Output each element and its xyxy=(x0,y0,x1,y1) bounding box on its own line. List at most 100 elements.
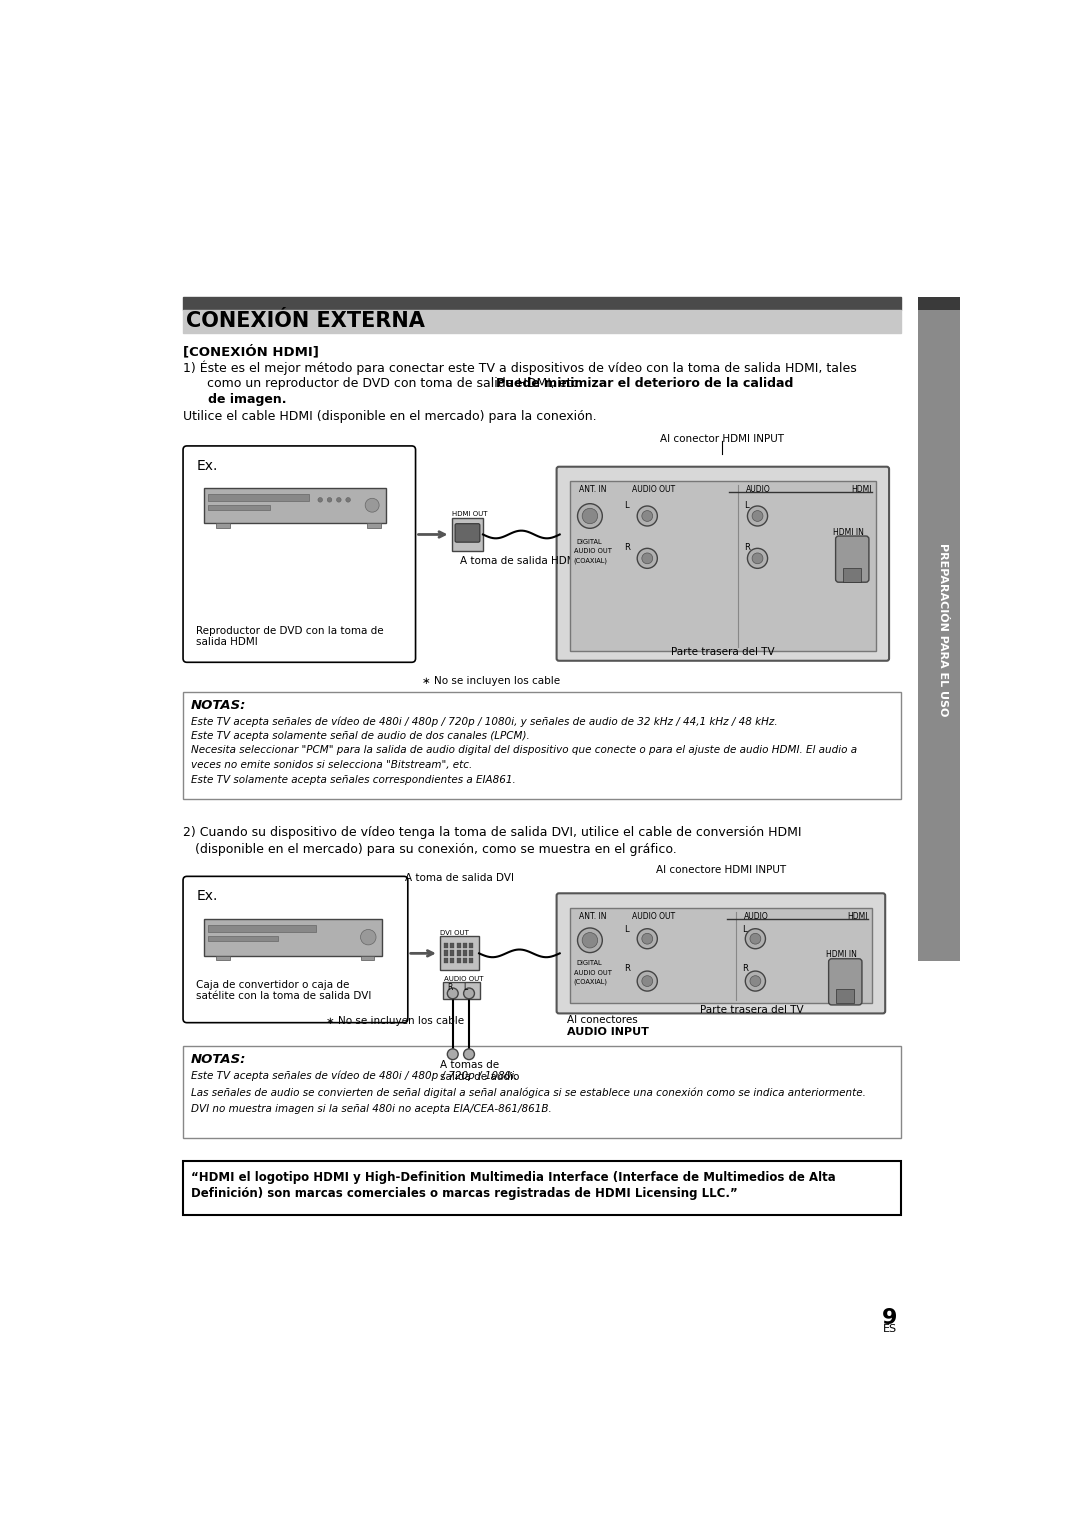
Text: HDMI: HDMI xyxy=(851,486,872,494)
Text: L: L xyxy=(463,984,467,992)
Bar xyxy=(204,918,382,955)
Circle shape xyxy=(752,510,762,521)
Circle shape xyxy=(637,506,658,526)
Circle shape xyxy=(642,510,652,521)
FancyBboxPatch shape xyxy=(556,466,889,660)
Text: 2) Cuando su dispositivo de vídeo tenga la toma de salida DVI, utilice el cable : 2) Cuando su dispositivo de vídeo tenga … xyxy=(183,827,801,839)
Bar xyxy=(204,489,387,523)
Text: “HDMI el logotipo HDMI y High-Definition Multimedia Interface (Interface de Mult: “HDMI el logotipo HDMI y High-Definition… xyxy=(191,1170,836,1184)
Text: (disponible en el mercado) para su conexión, como se muestra en el gráfico.: (disponible en el mercado) para su conex… xyxy=(183,843,677,856)
Text: (COAXIAL): (COAXIAL) xyxy=(573,558,608,564)
Circle shape xyxy=(637,929,658,949)
Bar xyxy=(443,983,480,999)
Circle shape xyxy=(747,549,768,568)
Text: AUDIO: AUDIO xyxy=(744,912,769,921)
Circle shape xyxy=(447,989,458,999)
Bar xyxy=(918,298,960,310)
Circle shape xyxy=(642,934,652,944)
Text: Utilice el cable HDMI (disponible en el mercado) para la conexión.: Utilice el cable HDMI (disponible en el … xyxy=(183,410,596,423)
Text: Este TV acepta señales de vídeo de 480i / 480p / 720p / 1080i.: Este TV acepta señales de vídeo de 480i … xyxy=(191,1071,517,1080)
Text: ANT. IN: ANT. IN xyxy=(579,912,607,921)
Text: AUDIO: AUDIO xyxy=(746,486,771,494)
Bar xyxy=(207,495,309,501)
Text: Este TV solamente acepta señales correspondientes a EIA861.: Este TV solamente acepta señales corresp… xyxy=(191,775,515,785)
Text: Este TV acepta señales de vídeo de 480i / 480p / 720p / 1080i, y señales de audi: Este TV acepta señales de vídeo de 480i … xyxy=(191,717,778,727)
Text: veces no emite sonidos si selecciona "Bitstream", etc.: veces no emite sonidos si selecciona "Bi… xyxy=(191,759,472,770)
Circle shape xyxy=(747,506,768,526)
Bar xyxy=(457,958,460,963)
Circle shape xyxy=(447,1048,458,1059)
Text: de imagen.: de imagen. xyxy=(195,393,287,406)
Text: ES: ES xyxy=(882,1325,896,1334)
Text: satélite con la toma de salida DVI: satélite con la toma de salida DVI xyxy=(197,992,372,1001)
Bar xyxy=(361,955,375,960)
Text: DVI no muestra imagen si la señal 480i no acepta EIA/CEA-861/861B.: DVI no muestra imagen si la señal 480i n… xyxy=(191,1105,552,1114)
Bar xyxy=(451,518,483,552)
Text: AUDIO OUT: AUDIO OUT xyxy=(444,976,484,981)
Circle shape xyxy=(582,932,597,947)
Bar xyxy=(570,908,872,1004)
Text: HDMI OUT: HDMI OUT xyxy=(451,512,487,518)
Text: L: L xyxy=(744,501,748,510)
Circle shape xyxy=(463,1048,474,1059)
Text: AUDIO OUT: AUDIO OUT xyxy=(573,970,611,975)
Bar xyxy=(207,924,316,932)
Text: R: R xyxy=(742,964,748,973)
Circle shape xyxy=(637,549,658,568)
Bar xyxy=(836,989,854,1002)
Circle shape xyxy=(318,498,323,503)
Bar xyxy=(444,943,448,947)
Bar xyxy=(457,950,460,955)
Bar xyxy=(469,950,473,955)
Text: Parte trasera del TV: Parte trasera del TV xyxy=(671,646,774,657)
Circle shape xyxy=(578,927,603,952)
Bar xyxy=(444,958,448,963)
Text: Las señales de audio se convierten de señal digital a señal analógica si se esta: Las señales de audio se convierten de se… xyxy=(191,1088,866,1097)
Bar xyxy=(216,955,230,960)
Text: NOTAS:: NOTAS: xyxy=(191,1053,246,1067)
Text: PREPARACIÓN PARA EL USO: PREPARACIÓN PARA EL USO xyxy=(937,542,947,717)
Bar xyxy=(183,692,901,799)
Text: R: R xyxy=(624,964,630,973)
Circle shape xyxy=(578,504,603,529)
Bar xyxy=(367,523,380,527)
Text: (COAXIAL): (COAXIAL) xyxy=(573,979,608,986)
Circle shape xyxy=(745,972,766,992)
Text: Ex.: Ex. xyxy=(197,458,217,474)
Bar xyxy=(843,568,861,582)
Bar xyxy=(183,1161,901,1215)
Bar xyxy=(918,298,960,961)
Circle shape xyxy=(750,934,760,944)
Text: AUDIO OUT: AUDIO OUT xyxy=(573,549,611,555)
Text: AUDIO OUT: AUDIO OUT xyxy=(632,486,675,494)
Text: como un reproductor de DVD con toma de salida HDMI, etc.: como un reproductor de DVD con toma de s… xyxy=(195,377,586,390)
Text: Definición) son marcas comerciales o marcas registradas de HDMI Licensing LLC.”: Definición) son marcas comerciales o mar… xyxy=(191,1187,738,1201)
Text: L: L xyxy=(624,501,629,510)
Circle shape xyxy=(582,509,597,524)
Text: Ex.: Ex. xyxy=(197,889,217,903)
Bar xyxy=(183,310,901,333)
Text: L: L xyxy=(742,924,747,934)
Bar xyxy=(457,943,460,947)
Bar xyxy=(183,1045,901,1138)
Text: CONEXIÓN EXTERNA: CONEXIÓN EXTERNA xyxy=(186,312,426,332)
Text: R: R xyxy=(447,984,453,992)
Bar xyxy=(444,950,448,955)
Text: A tomas de: A tomas de xyxy=(441,1060,499,1071)
Text: A toma de salida DVI: A toma de salida DVI xyxy=(405,872,514,883)
Text: 1) Éste es el mejor método para conectar este TV a dispositivos de vídeo con la : 1) Éste es el mejor método para conectar… xyxy=(183,361,856,374)
Text: salida HDMI: salida HDMI xyxy=(197,637,258,646)
Text: HDMI IN: HDMI IN xyxy=(825,950,856,960)
Text: HDMI IN: HDMI IN xyxy=(834,527,864,536)
Text: R: R xyxy=(744,542,751,552)
Bar xyxy=(183,298,901,310)
Circle shape xyxy=(346,498,350,503)
Text: Al conectore HDMI INPUT: Al conectore HDMI INPUT xyxy=(656,865,786,876)
FancyBboxPatch shape xyxy=(183,446,416,662)
Bar xyxy=(207,506,270,510)
Bar xyxy=(450,943,455,947)
Text: R: R xyxy=(624,542,630,552)
Circle shape xyxy=(463,989,474,999)
Text: Al conector HDMI INPUT: Al conector HDMI INPUT xyxy=(661,434,784,445)
Bar xyxy=(441,937,480,970)
